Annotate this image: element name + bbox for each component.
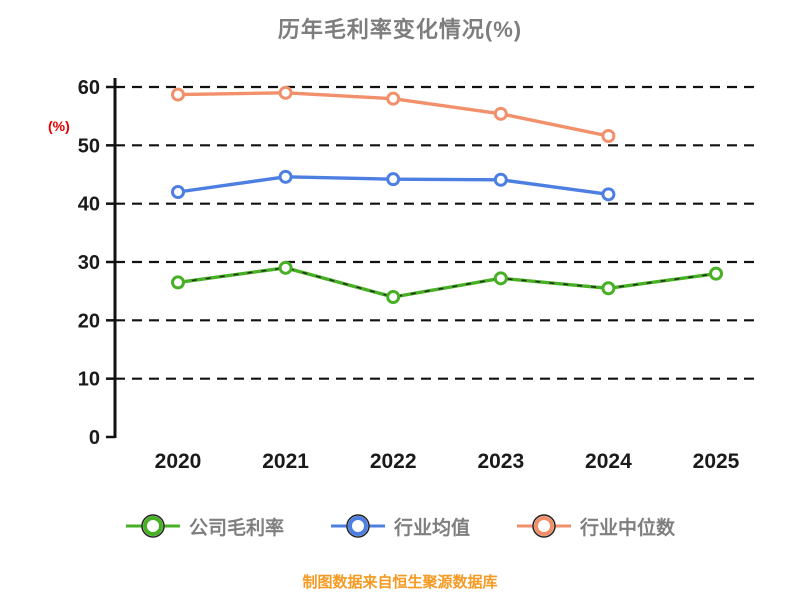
x-tick-label: 2021 — [262, 450, 309, 473]
y-tick-label: 0 — [89, 427, 100, 449]
y-tick-label: 10 — [78, 369, 100, 391]
y-tick-label: 50 — [78, 135, 100, 157]
series-marker — [601, 281, 616, 296]
series-marker — [493, 106, 508, 121]
series-marker — [493, 271, 508, 286]
y-tick-label: 20 — [78, 310, 100, 332]
series-marker — [278, 260, 293, 275]
legend: 公司毛利率 行业均值 行业中位数 — [0, 512, 800, 540]
series-marker — [386, 290, 401, 304]
series-marker — [171, 185, 185, 199]
y-tick-label: 30 — [78, 252, 100, 274]
series-marker — [709, 266, 723, 281]
chart-title: 历年毛利率变化情况(%) — [277, 17, 523, 42]
series-marker — [493, 172, 508, 187]
x-tick-label: 2022 — [370, 450, 417, 473]
series-line — [176, 266, 718, 299]
legend-label: 公司毛利率 — [188, 517, 284, 539]
series-marker — [278, 85, 293, 100]
x-tick-label: 2023 — [477, 450, 524, 473]
y-axis-unit-label: (%) — [48, 118, 70, 134]
x-tick-label: 2024 — [585, 450, 632, 473]
legend-marker-icon — [125, 514, 180, 538]
series-marker — [601, 129, 616, 143]
series-marker — [171, 275, 185, 290]
y-tick-label: 60 — [78, 77, 100, 99]
x-tick-label: 2025 — [693, 450, 740, 473]
series-marker — [386, 172, 401, 187]
legend-label: 行业均值 — [393, 517, 470, 539]
legend-item: 行业均值 — [330, 512, 470, 540]
x-tick-label: 2020 — [155, 450, 202, 473]
legend-marker-icon — [517, 514, 571, 538]
legend-item: 公司毛利率 — [125, 512, 284, 540]
series-marker — [278, 169, 293, 184]
series-marker — [386, 91, 401, 106]
series-marker — [171, 87, 185, 102]
chart-footer: 制图数据来自恒生聚源数据库 — [302, 574, 498, 591]
legend-marker-icon — [330, 514, 385, 538]
legend-label: 行业中位数 — [580, 517, 676, 539]
series-marker — [601, 187, 616, 202]
y-tick-label: 40 — [78, 194, 100, 216]
legend-item: 行业中位数 — [516, 512, 675, 540]
